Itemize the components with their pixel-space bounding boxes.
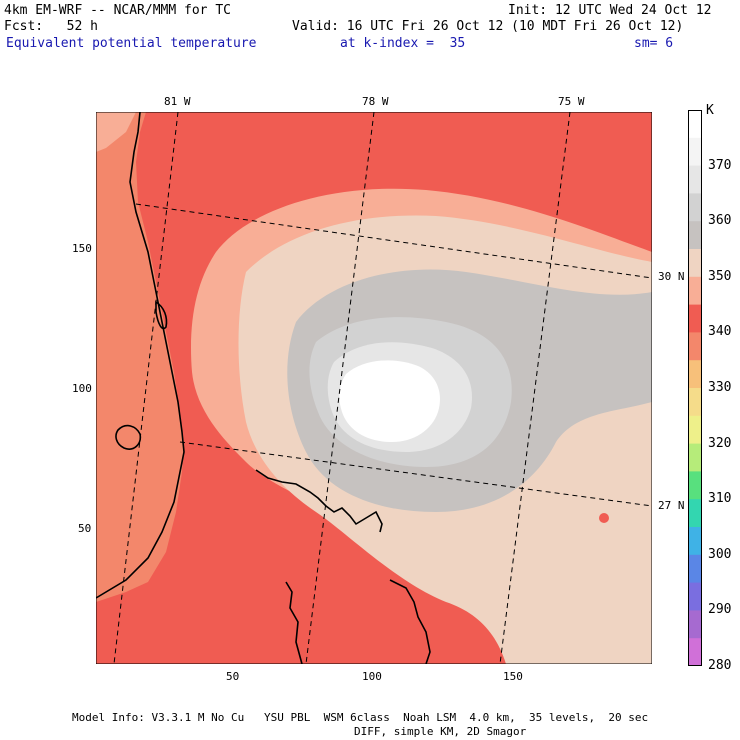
colorbar-segment bbox=[688, 388, 702, 417]
valid-time: Valid: 16 UTC Fri 26 Oct 12 (10 MDT Fri … bbox=[292, 19, 684, 34]
colorbar-segment bbox=[688, 471, 702, 500]
level-info: at k-index = 35 bbox=[340, 36, 466, 51]
colorbar-segment bbox=[688, 610, 702, 639]
colorbar-segment bbox=[688, 276, 702, 306]
colorbar-label: 290 bbox=[708, 602, 732, 618]
colorbar-label: 360 bbox=[708, 213, 732, 229]
colorbar-frame bbox=[688, 110, 702, 666]
colorbar-segment bbox=[688, 554, 702, 584]
eye-core bbox=[339, 360, 440, 442]
warm-spot bbox=[599, 513, 609, 523]
model-diffusion: DIFF, simple KM, 2D Smagor bbox=[354, 725, 527, 738]
lon-label-78w: 78 W bbox=[362, 95, 389, 108]
colorbar-unit: K bbox=[706, 103, 714, 118]
colorbar-label: 300 bbox=[708, 546, 732, 562]
colorbar-segment bbox=[688, 249, 702, 278]
y-tick-50: 50 bbox=[78, 522, 92, 535]
colorbar-segment bbox=[688, 165, 702, 194]
colorbar-segment bbox=[688, 221, 702, 250]
florida-land bbox=[96, 112, 184, 602]
colorbar-segment bbox=[688, 193, 702, 222]
model-info: Model Info: V3.3.1 M No Cu YSU PBL WSM 6… bbox=[72, 711, 649, 724]
colorbar-label: 350 bbox=[708, 268, 732, 284]
colorbar-label: 340 bbox=[708, 324, 732, 340]
field-name: Equivalent potential temperature bbox=[6, 36, 257, 51]
theta-e-map bbox=[96, 112, 652, 664]
colorbar-segment bbox=[688, 110, 702, 139]
lon-label-75w: 75 W bbox=[558, 95, 585, 108]
x-tick-100: 100 bbox=[362, 670, 382, 683]
colorbar-segment bbox=[688, 499, 702, 528]
colorbar-segment bbox=[688, 443, 702, 472]
x-tick-50: 50 bbox=[226, 670, 240, 683]
lat-label-30n: 30 N bbox=[658, 270, 685, 283]
colorbar bbox=[688, 110, 702, 666]
model-title: 4km EM-WRF -- NCAR/MMM for TC bbox=[4, 3, 231, 18]
y-tick-150: 150 bbox=[72, 242, 92, 255]
x-tick-150: 150 bbox=[503, 670, 523, 683]
lat-label-27n: 27 N bbox=[658, 499, 685, 512]
y-tick-100: 100 bbox=[72, 382, 92, 395]
colorbar-segment bbox=[688, 137, 702, 167]
smoothing-info: sm= 6 bbox=[634, 36, 674, 51]
colorbar-segment bbox=[688, 304, 702, 333]
colorbar-label: 330 bbox=[708, 380, 732, 395]
colorbar-label: 310 bbox=[708, 491, 732, 507]
colorbar-segment bbox=[688, 360, 702, 389]
colorbar-segment bbox=[688, 332, 702, 361]
top-left-band bbox=[96, 112, 136, 152]
colorbar-segment bbox=[688, 638, 702, 666]
init-time: Init: 12 UTC Wed 24 Oct 12 bbox=[508, 3, 712, 18]
lon-label-81w: 81 W bbox=[164, 95, 191, 108]
colorbar-segment bbox=[688, 582, 702, 611]
forecast-hour: Fcst: 52 h bbox=[4, 19, 98, 34]
colorbar-label: 370 bbox=[708, 157, 732, 173]
latlon-grid bbox=[113, 112, 652, 664]
colorbar-segment bbox=[688, 415, 702, 445]
colorbar-label: 320 bbox=[708, 435, 732, 451]
colorbar-segment bbox=[688, 527, 702, 556]
colorbar-label: 280 bbox=[708, 658, 732, 673]
coastlines bbox=[96, 112, 431, 664]
